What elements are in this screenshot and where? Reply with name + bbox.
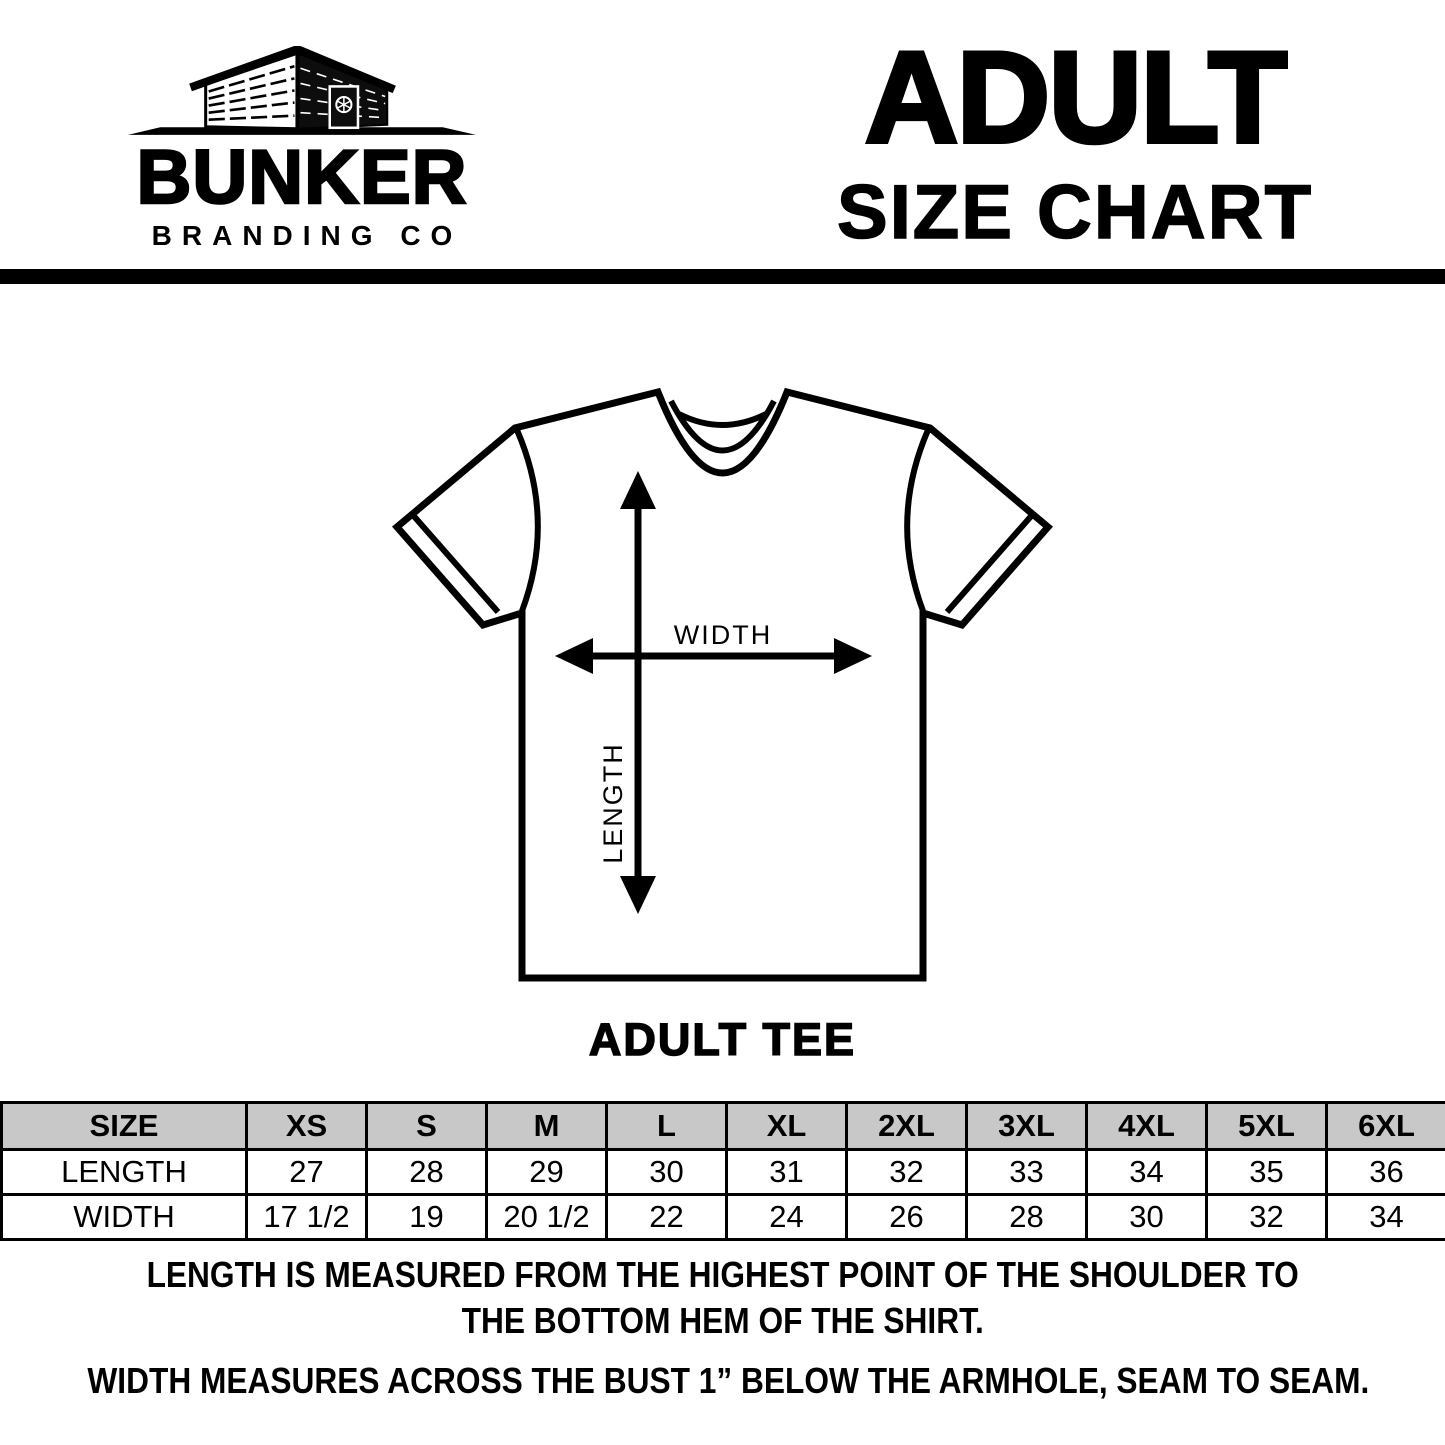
length-6xl: 36 — [1325, 1148, 1445, 1196]
table-header-row: SIZE XS S M L XL 2XL 3XL 4XL 5XL 6XL — [0, 1101, 1445, 1151]
length-note-line2: THE BOTTOM HEM OF THE SHIRT. — [461, 1300, 984, 1341]
width-arrowhead-right — [834, 638, 872, 674]
row-label-width: WIDTH — [0, 1193, 248, 1241]
tshirt-diagram: WIDTH LENGTH — [392, 387, 1053, 982]
length-l: 30 — [605, 1148, 728, 1196]
header-cell-5xl: 5XL — [1205, 1101, 1328, 1151]
title-size-chart: SIZE CHART — [836, 170, 1313, 255]
header-cell-2xl: 2XL — [845, 1101, 968, 1151]
brand-subtitle: BRANDING CO — [151, 220, 463, 251]
width-4xl: 30 — [1085, 1193, 1208, 1241]
header-cell-s: S — [365, 1101, 488, 1151]
length-xs: 27 — [245, 1148, 368, 1196]
collar-inner-arc — [668, 399, 777, 454]
header-cell-3xl: 3XL — [965, 1101, 1088, 1151]
header-cell-m: M — [485, 1101, 608, 1151]
length-arrowhead-up — [620, 471, 656, 509]
length-4xl: 34 — [1085, 1148, 1208, 1196]
size-table: SIZE XS S M L XL 2XL 3XL 4XL 5XL 6XL LEN… — [0, 1101, 1445, 1241]
left-cuff-seam — [409, 512, 501, 614]
width-3xl: 28 — [965, 1193, 1088, 1241]
title-adult: ADULT — [863, 22, 1290, 172]
row-label-length: LENGTH — [0, 1148, 248, 1196]
diagram-caption: ADULT TEE — [588, 1013, 857, 1066]
length-note-line1: LENGTH IS MEASURED FROM THE HIGHEST POIN… — [146, 1254, 1299, 1295]
vault-door-icon — [328, 85, 360, 130]
width-6xl: 34 — [1325, 1193, 1445, 1241]
header-cell-xs: XS — [245, 1101, 368, 1151]
width-note: WIDTH MEASURES ACROSS THE BUST 1” BELOW … — [0, 1358, 1445, 1404]
brand-name: BUNKER — [135, 135, 468, 220]
width-l: 22 — [605, 1193, 728, 1241]
bunker-building-icon — [128, 46, 476, 135]
right-cuff-seam — [944, 512, 1036, 614]
collar-back-line — [677, 411, 768, 428]
width-xs: 17 1/2 — [245, 1193, 368, 1241]
left-armhole-seam — [514, 428, 541, 613]
tshirt-outline — [392, 387, 1053, 982]
width-arrow-label: WIDTH — [674, 620, 772, 650]
length-3xl: 33 — [965, 1148, 1088, 1196]
header-cell-6xl: 6XL — [1325, 1101, 1445, 1151]
length-arrow-label: LENGTH — [598, 742, 628, 864]
header-cell-4xl: 4XL — [1085, 1101, 1208, 1151]
width-note-line: WIDTH MEASURES ACROSS THE BUST 1” BELOW … — [87, 1360, 1370, 1401]
table-row-length: LENGTH 27 28 29 30 31 32 33 34 35 36 — [0, 1148, 1445, 1196]
width-5xl: 32 — [1205, 1193, 1328, 1241]
table-row-width: WIDTH 17 1/2 19 20 1/2 22 24 26 28 30 32… — [0, 1193, 1445, 1241]
length-s: 28 — [365, 1148, 488, 1196]
right-armhole-seam — [904, 428, 931, 613]
page-title: ADULT SIZE CHART — [830, 22, 1320, 254]
width-m: 20 1/2 — [485, 1193, 608, 1241]
length-5xl: 35 — [1205, 1148, 1328, 1196]
length-m: 29 — [485, 1148, 608, 1196]
header-cell-size: SIZE — [0, 1101, 248, 1151]
header-cell-l: L — [605, 1101, 728, 1151]
width-xl: 24 — [725, 1193, 848, 1241]
length-xl: 31 — [725, 1148, 848, 1196]
width-2xl: 26 — [845, 1193, 968, 1241]
length-arrowhead-down — [620, 876, 656, 914]
brand-logo: BUNKER BRANDING CO — [128, 46, 476, 252]
header-cell-xl: XL — [725, 1101, 848, 1151]
divider-bar — [0, 269, 1445, 284]
length-2xl: 32 — [845, 1148, 968, 1196]
width-s: 19 — [365, 1193, 488, 1241]
length-note: LENGTH IS MEASURED FROM THE HIGHEST POIN… — [0, 1252, 1445, 1344]
width-arrowhead-left — [555, 638, 593, 674]
